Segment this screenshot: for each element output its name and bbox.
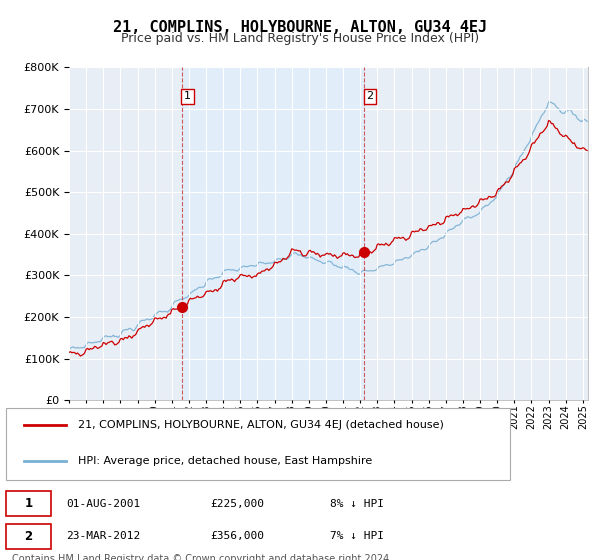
Text: 23-MAR-2012: 23-MAR-2012	[66, 531, 140, 542]
Text: 21, COMPLINS, HOLYBOURNE, ALTON, GU34 4EJ: 21, COMPLINS, HOLYBOURNE, ALTON, GU34 4E…	[113, 20, 487, 35]
Text: 1: 1	[184, 91, 191, 101]
FancyBboxPatch shape	[6, 491, 51, 516]
FancyBboxPatch shape	[6, 408, 510, 480]
Bar	[182, 67, 364, 400]
Text: Contains HM Land Registry data © Crown copyright and database right 2024.: Contains HM Land Registry data © Crown c…	[12, 554, 392, 560]
Text: HPI: Average price, detached house, East Hampshire: HPI: Average price, detached house, East…	[78, 456, 372, 466]
Text: 2: 2	[367, 91, 374, 101]
FancyBboxPatch shape	[6, 524, 51, 549]
Text: 8% ↓ HPI: 8% ↓ HPI	[330, 498, 384, 508]
Text: 21, COMPLINS, HOLYBOURNE, ALTON, GU34 4EJ (detached house): 21, COMPLINS, HOLYBOURNE, ALTON, GU34 4E…	[78, 420, 444, 430]
Text: 7% ↓ HPI: 7% ↓ HPI	[330, 531, 384, 542]
Text: £356,000: £356,000	[210, 531, 264, 542]
Text: £225,000: £225,000	[210, 498, 264, 508]
Text: Price paid vs. HM Land Registry's House Price Index (HPI): Price paid vs. HM Land Registry's House …	[121, 32, 479, 45]
Text: 2: 2	[25, 530, 32, 543]
Text: 1: 1	[25, 497, 32, 510]
Text: 01-AUG-2001: 01-AUG-2001	[66, 498, 140, 508]
